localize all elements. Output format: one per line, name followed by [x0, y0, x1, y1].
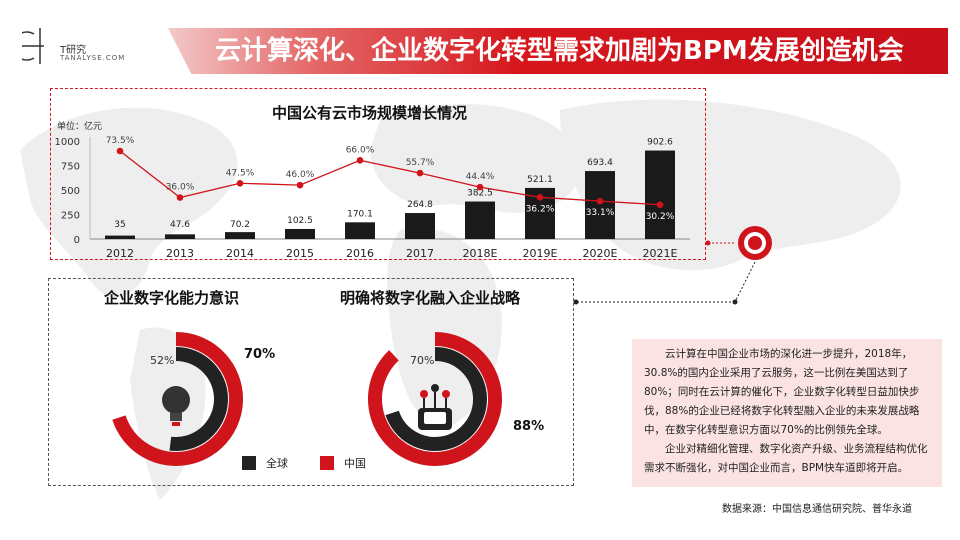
growth-point	[476, 183, 484, 191]
page-title: 云计算深化、企业数字化转型需求加剧为BPM发展创造机会	[215, 36, 904, 66]
bar	[225, 232, 255, 239]
growth-point	[596, 197, 604, 205]
donut-ring-global	[169, 347, 228, 451]
legend-swatch-china	[320, 456, 334, 470]
bar	[105, 235, 135, 239]
bar-chart-title: 中国公有云市场规模增长情况	[272, 104, 468, 122]
bar-chart-unit: 单位：亿元	[57, 122, 103, 132]
x-tick-label: 2021E	[643, 247, 678, 260]
logo-text-en: TANALYSE.COM	[60, 54, 126, 62]
bar-value-label: 902.6	[647, 138, 673, 148]
bar	[405, 213, 435, 239]
legend-label-global: 全球	[266, 457, 288, 470]
growth-label: 30.2%	[646, 212, 675, 222]
donut-ring-global	[385, 347, 487, 451]
y-tick-label: 500	[61, 186, 80, 197]
y-tick-label: 1000	[55, 137, 80, 148]
bar	[585, 171, 615, 239]
lightbulb-icon	[162, 386, 190, 426]
donut-2-global-label: 70%	[410, 354, 435, 367]
y-tick-label: 0	[74, 235, 80, 246]
bar-value-label: 102.5	[287, 216, 313, 226]
growth-point	[356, 157, 364, 164]
growth-label: 73.5%	[106, 136, 135, 146]
growth-point	[176, 194, 184, 201]
growth-label: 46.0%	[286, 170, 315, 180]
bar-value-label: 35	[114, 220, 125, 230]
x-tick-label: 2014	[226, 247, 254, 260]
donut-1-global-label: 52%	[150, 354, 175, 367]
growth-label: 36.2%	[526, 204, 555, 214]
growth-point	[656, 201, 664, 209]
y-tick-label: 250	[61, 211, 80, 222]
growth-line	[119, 150, 661, 206]
x-tick-label: 2018E	[463, 247, 498, 260]
x-tick-label: 2015	[286, 247, 314, 260]
bar	[285, 228, 315, 239]
donut-ring-china	[368, 332, 502, 466]
logo-mark	[22, 28, 44, 64]
legend-china: 中国	[320, 455, 366, 471]
description-paragraph-1: 云计算在中国企业市场的深化进一步提升，2018年，30.8%的国内企业采用了云服…	[644, 348, 920, 436]
x-tick-label: 2013	[166, 247, 194, 260]
logo-text-cn: T研究	[60, 45, 87, 56]
legend-swatch-global	[242, 456, 256, 470]
description-paragraph-2: 企业对精细化管理、数字化资产升级、业务流程结构优化需求不断强化，对中国企业而言，…	[644, 443, 928, 474]
title-banner	[168, 28, 948, 74]
brain-chip-icon	[418, 384, 452, 430]
growth-label: 47.5%	[226, 168, 255, 178]
bar-value-label: 693.4	[587, 158, 613, 168]
bar-value-label: 170.1	[347, 209, 373, 219]
bar	[645, 150, 675, 239]
description-box: 云计算在中国企业市场的深化进一步提升，2018年，30.8%的国内企业采用了云服…	[632, 339, 942, 487]
growth-label: 33.1%	[586, 208, 615, 218]
growth-point	[416, 169, 424, 177]
donut-charts-frame	[48, 278, 574, 486]
growth-label: 36.0%	[166, 183, 195, 193]
legend-global: 全球	[242, 455, 288, 471]
donut-ring-china	[112, 332, 243, 466]
bar-value-label: 47.6	[170, 220, 190, 230]
x-tick-label: 2020E	[583, 247, 618, 260]
growth-label: 55.7%	[406, 158, 435, 168]
x-tick-label: 2012	[106, 247, 134, 260]
donut-2-title: 明确将数字化融入企业战略	[340, 289, 521, 307]
legend-label-china: 中国	[344, 457, 366, 470]
growth-point	[296, 181, 304, 189]
growth-label: 44.4%	[466, 172, 495, 182]
bar-value-label: 264.8	[407, 200, 433, 210]
bar-value-label: 521.1	[527, 175, 553, 185]
x-tick-label: 2017	[406, 247, 434, 260]
donut-1-title: 企业数字化能力意识	[104, 289, 240, 307]
x-tick-label: 2019E	[523, 247, 558, 260]
growth-label: 66.0%	[346, 145, 375, 155]
bar-chart-frame	[50, 88, 706, 260]
bar	[465, 201, 495, 239]
bar	[165, 234, 195, 239]
y-tick-label: 750	[61, 162, 80, 173]
bar-value-label: 382.5	[467, 189, 493, 199]
x-tick-label: 2016	[346, 247, 374, 260]
bar-value-label: 70.2	[230, 220, 250, 230]
data-source: 数据来源：中国信息通信研究院、普华永道	[722, 504, 912, 515]
growth-point	[536, 194, 544, 201]
bar	[345, 222, 375, 239]
donut-1-china-label: 70%	[244, 347, 276, 362]
donut-2-china-label: 88%	[513, 419, 545, 434]
growth-point	[236, 179, 244, 187]
growth-point	[116, 147, 124, 155]
